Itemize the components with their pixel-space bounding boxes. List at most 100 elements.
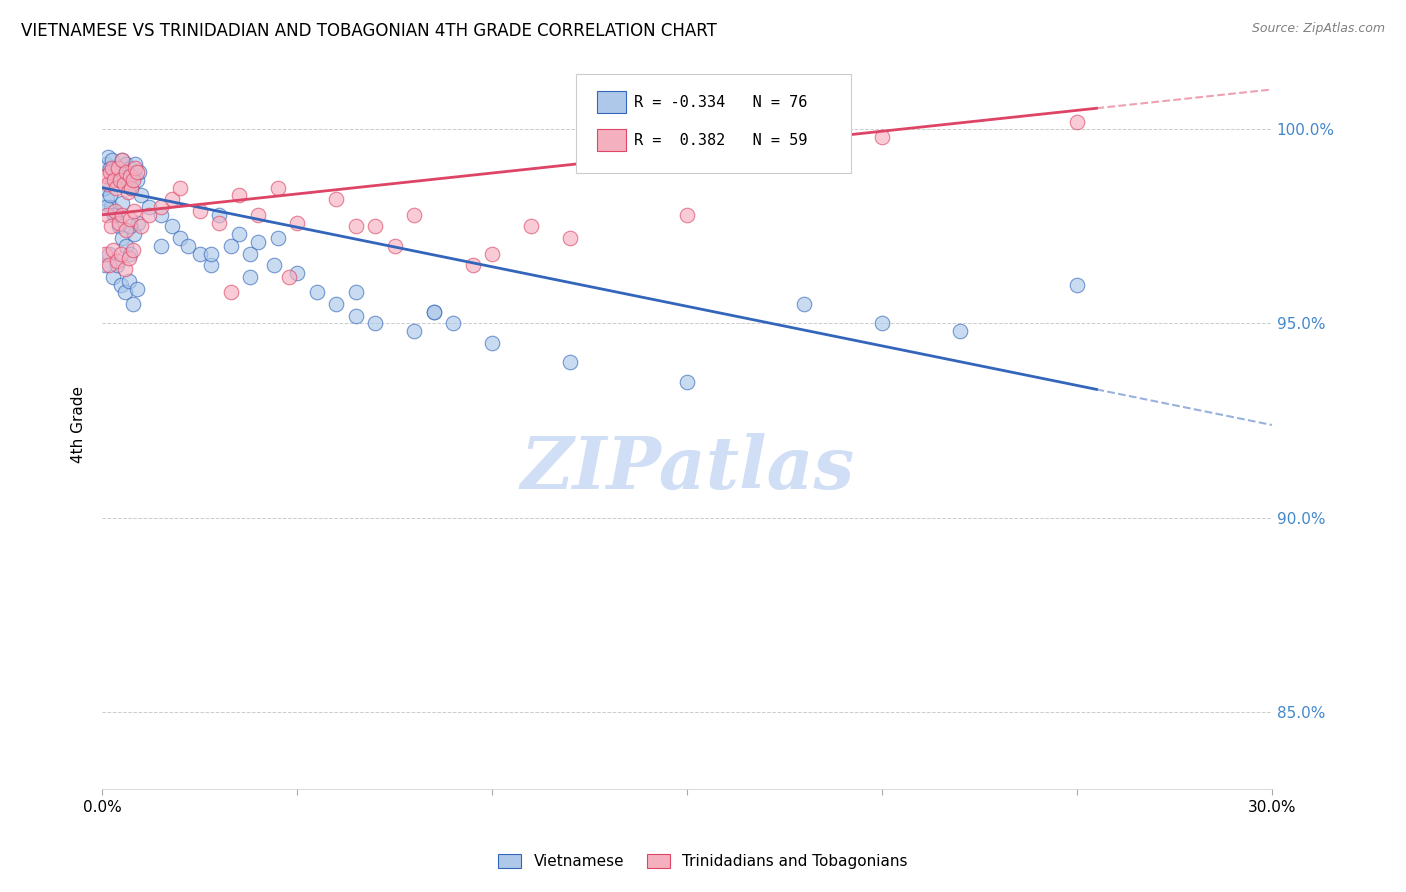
Point — [120, 180, 142, 194]
Point — [118, 251, 141, 265]
Point — [94, 169, 117, 183]
Point — [520, 219, 543, 234]
Point — [325, 297, 347, 311]
Point — [344, 285, 367, 300]
Point — [364, 317, 387, 331]
Point — [118, 161, 141, 176]
Point — [105, 254, 128, 268]
Point — [118, 274, 141, 288]
Point — [98, 188, 121, 202]
Point — [325, 192, 347, 206]
Point — [122, 173, 145, 187]
Point — [200, 258, 222, 272]
Point — [111, 231, 134, 245]
Point — [112, 177, 135, 191]
Point — [118, 169, 141, 183]
Y-axis label: 4th Grade: 4th Grade — [72, 386, 86, 463]
Point — [177, 239, 200, 253]
Point — [149, 239, 172, 253]
Point — [103, 173, 125, 187]
Text: R =  0.382   N = 59: R = 0.382 N = 59 — [634, 133, 808, 148]
Point — [162, 192, 184, 206]
FancyBboxPatch shape — [598, 129, 626, 151]
Point — [112, 169, 135, 183]
Legend: Vietnamese, Trinidadians and Tobagonians: Vietnamese, Trinidadians and Tobagonians — [492, 848, 914, 875]
Point — [200, 246, 222, 260]
Point — [103, 208, 125, 222]
Point — [285, 266, 308, 280]
Point — [103, 169, 125, 183]
Point — [111, 153, 134, 168]
Point — [121, 243, 143, 257]
Point — [94, 157, 117, 171]
Point — [404, 208, 426, 222]
Point — [188, 246, 211, 260]
FancyBboxPatch shape — [576, 74, 851, 173]
Text: ZIPatlas: ZIPatlas — [520, 433, 853, 504]
Point — [558, 231, 581, 245]
Point — [120, 180, 142, 194]
Point — [108, 173, 131, 187]
Point — [266, 231, 288, 245]
Text: VIETNAMESE VS TRINIDADIAN AND TOBAGONIAN 4TH GRADE CORRELATION CHART: VIETNAMESE VS TRINIDADIAN AND TOBAGONIAN… — [21, 22, 717, 40]
Point — [344, 219, 367, 234]
Point — [107, 165, 129, 179]
Point — [278, 269, 301, 284]
Point — [96, 192, 118, 206]
Point — [247, 235, 270, 249]
Point — [122, 169, 145, 183]
Point — [114, 165, 136, 179]
Point — [441, 317, 464, 331]
Point — [101, 269, 124, 284]
Point — [558, 355, 581, 369]
Point — [104, 161, 127, 176]
Point — [120, 246, 142, 260]
Point — [114, 262, 136, 277]
Point — [676, 208, 699, 222]
Point — [219, 285, 242, 300]
Point — [127, 165, 149, 179]
Point — [107, 219, 129, 234]
Point — [94, 258, 117, 272]
FancyBboxPatch shape — [598, 91, 626, 113]
Point — [138, 208, 160, 222]
Point — [266, 180, 288, 194]
Point — [117, 177, 139, 191]
Point — [949, 324, 972, 338]
Point — [93, 180, 115, 194]
Point — [422, 305, 444, 319]
Point — [169, 180, 191, 194]
Point — [111, 208, 134, 222]
Point — [169, 231, 191, 245]
Point — [114, 157, 136, 171]
Point — [98, 258, 121, 272]
Point — [138, 200, 160, 214]
Point — [107, 216, 129, 230]
Text: Source: ZipAtlas.com: Source: ZipAtlas.com — [1251, 22, 1385, 36]
Point — [344, 309, 367, 323]
Point — [97, 177, 120, 191]
Point — [481, 246, 503, 260]
Point — [247, 208, 270, 222]
Point — [219, 239, 242, 253]
Point — [104, 180, 127, 194]
Text: R = -0.334   N = 76: R = -0.334 N = 76 — [634, 95, 808, 110]
Point — [1066, 277, 1088, 292]
Point — [124, 161, 146, 176]
Point — [481, 335, 503, 350]
Point — [101, 161, 124, 176]
Point — [115, 223, 138, 237]
Point — [127, 173, 149, 187]
Point — [104, 203, 127, 218]
Point — [117, 185, 139, 199]
Point — [100, 200, 122, 214]
Point — [101, 153, 124, 168]
Point — [107, 161, 129, 176]
Point — [105, 258, 128, 272]
Point — [228, 188, 250, 202]
Point — [128, 165, 150, 179]
Point — [384, 239, 406, 253]
Point — [115, 239, 138, 253]
Point — [1066, 114, 1088, 128]
Point — [121, 297, 143, 311]
